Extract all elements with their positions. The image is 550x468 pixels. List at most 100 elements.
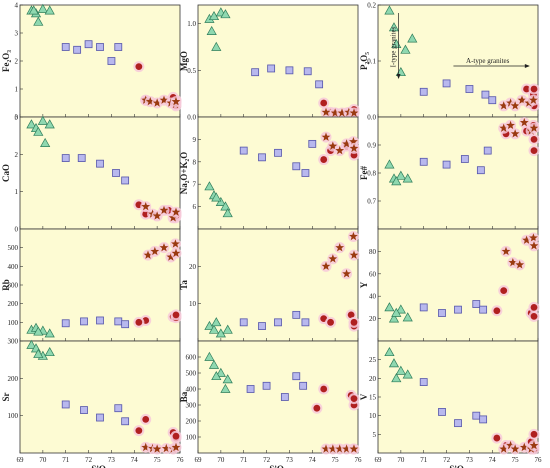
circle-point (530, 312, 538, 320)
plot-area (377, 228, 539, 342)
triangle-point (44, 346, 55, 357)
star-point (529, 95, 538, 104)
square-point (419, 303, 428, 312)
square-point (308, 139, 317, 148)
square-point (454, 419, 462, 428)
y-axis-label: P₂O₅ (359, 52, 369, 70)
y-tick-label: 0.0 (187, 114, 196, 122)
star-point (330, 108, 340, 117)
y-axis-label: Fe₂O₃ (1, 50, 11, 72)
square-point (476, 166, 485, 175)
panel-fe-: 0.7 0.8 0.9 Fe# (359, 116, 540, 230)
triangle-point (37, 115, 48, 125)
star-point (321, 261, 331, 271)
star-point (335, 146, 345, 155)
square-point (107, 57, 116, 65)
square-point (114, 404, 123, 413)
circle-point (350, 395, 358, 402)
square-point (301, 169, 310, 177)
x-tick-label: 72 (263, 456, 271, 464)
square-point (274, 148, 282, 157)
triangle-point (391, 307, 402, 317)
y-axis-label: CaO (1, 164, 11, 182)
triangle-point (220, 383, 231, 393)
star-point (529, 233, 538, 242)
star-point (171, 97, 181, 106)
star-point (529, 440, 539, 450)
y-tick-label: 80 (369, 248, 377, 256)
y-tick-label: 3 (15, 114, 19, 122)
x-tick-label: 75 (154, 456, 162, 464)
triangle-point (391, 373, 402, 383)
star-point (328, 254, 338, 263)
square-point (292, 310, 301, 319)
circle-point (135, 427, 143, 434)
y-tick-label: 0.9 (367, 142, 376, 150)
y-tick-label: 0.7 (367, 198, 376, 206)
star-point (349, 143, 359, 153)
triangle-point (26, 339, 37, 349)
circle-point (320, 99, 328, 107)
y-tick-label: 200 (186, 418, 197, 426)
triangle-point (402, 173, 413, 183)
circle-point (530, 147, 538, 155)
star-point (321, 107, 331, 117)
triangle-point (220, 201, 231, 211)
square-point (442, 160, 451, 169)
triangle-point (204, 181, 215, 191)
triangle-point (222, 208, 233, 218)
star-point (501, 246, 511, 256)
circle-point (523, 85, 530, 93)
square-point (285, 66, 294, 75)
x-tick-label: 70 (397, 456, 405, 464)
y-tick-label: 0 (15, 226, 19, 234)
star-point (150, 246, 160, 256)
star-point (152, 444, 162, 453)
x-tick-label: 76 (535, 456, 543, 464)
square-point (479, 305, 488, 314)
y-tick-label: 10 (189, 300, 197, 308)
triangle-point (384, 346, 395, 357)
square-point (96, 159, 104, 168)
square-point (472, 411, 481, 420)
triangle-point (400, 44, 411, 54)
square-point (80, 406, 88, 414)
triangle-point (211, 370, 222, 381)
star-point (159, 243, 169, 252)
plot-area (197, 4, 359, 118)
circle-point (493, 307, 501, 315)
triangle-point (388, 313, 400, 323)
y-axis-label: Ta (179, 280, 189, 290)
x-tick-label: 69 (17, 456, 25, 464)
circle-point (172, 432, 180, 440)
itype-arrowhead (396, 74, 401, 79)
triangle-point (211, 41, 222, 51)
y-tick-label: 5 (373, 431, 377, 439)
circle-point (530, 430, 538, 438)
y-axis-label: V (359, 393, 369, 400)
triangle-point (402, 312, 413, 322)
star-point (337, 108, 347, 117)
star-point (152, 211, 162, 220)
y-axis-label: Y (359, 281, 369, 288)
y-tick-label: 2 (15, 58, 19, 66)
x-axis-label: SiO₂ (449, 464, 467, 468)
panel-cao: 0 1 2 3 CaO (1, 114, 182, 234)
star-point (171, 442, 181, 452)
panel-fe-o-: 0 1 2 3 4 Fe₂O₃ (1, 2, 182, 122)
triangle-point (395, 170, 406, 180)
x-tick-label: 72 (443, 456, 451, 464)
triangle-point (391, 176, 402, 186)
circle-point (500, 287, 508, 294)
square-point (465, 85, 474, 93)
star-point (152, 98, 162, 107)
panel-mgo: 0.0 0.5 1.0 MgO (179, 4, 360, 122)
circle-point (320, 156, 328, 163)
square-point (472, 300, 481, 308)
star-point (499, 101, 509, 110)
x-tick-label: 72 (85, 456, 93, 464)
square-point (292, 372, 301, 381)
star-point (499, 123, 509, 132)
y-tick-label: 300 (186, 402, 197, 410)
